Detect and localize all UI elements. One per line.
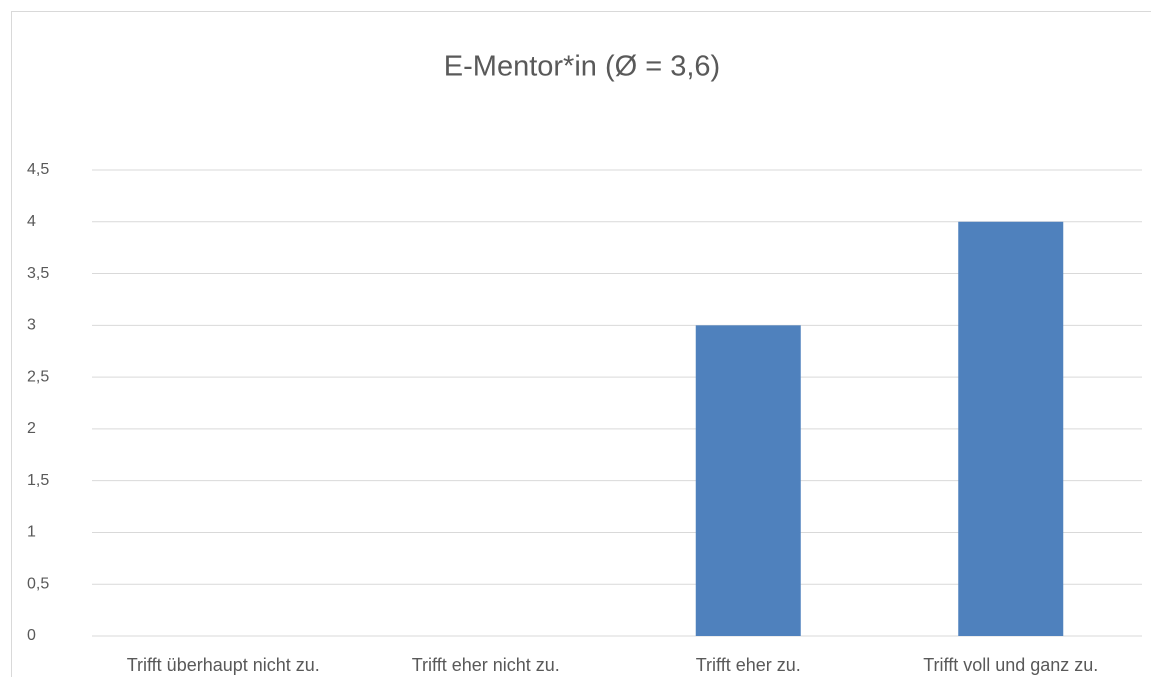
y-tick-label: 4,5 <box>27 161 49 178</box>
x-tick-label: Trifft eher nicht zu. <box>412 655 560 675</box>
y-tick-label: 2,5 <box>27 368 49 385</box>
y-tick-label: 2 <box>27 420 36 437</box>
bar <box>958 221 1064 636</box>
y-tick-label: 1,5 <box>27 472 49 489</box>
y-tick-label: 3,5 <box>27 265 49 282</box>
chart-title: E-Mentor*in (Ø = 3,6) <box>444 51 720 83</box>
x-tick-label: Trifft überhaupt nicht zu. <box>127 655 320 675</box>
x-tick-label: Trifft eher zu. <box>696 655 801 675</box>
x-tick-label: Trifft voll und ganz zu. <box>923 655 1098 675</box>
y-tick-label: 4 <box>27 213 36 230</box>
bar <box>695 325 801 636</box>
y-tick-label: 0 <box>27 627 36 644</box>
y-tick-label: 1 <box>27 524 36 541</box>
y-tick-label: 0,5 <box>27 575 49 592</box>
y-tick-label: 3 <box>27 317 36 334</box>
